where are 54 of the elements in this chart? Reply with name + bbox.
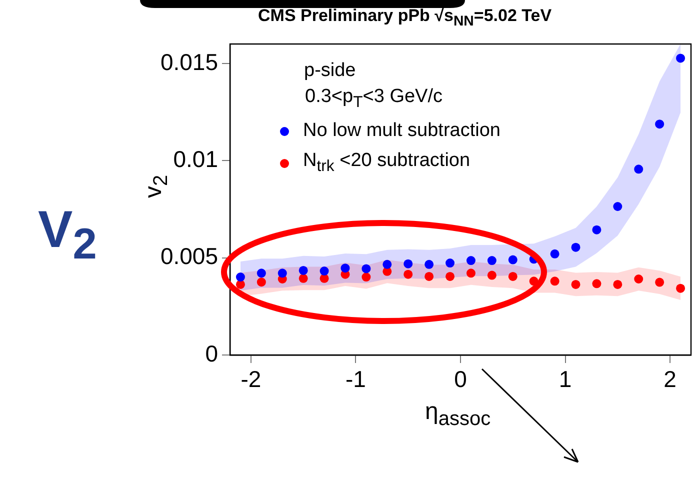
point xyxy=(550,276,560,286)
y-tick-label: 0.015 xyxy=(160,48,218,75)
y-tick-label: 0.005 xyxy=(160,243,218,270)
point xyxy=(424,260,434,269)
point xyxy=(508,272,518,281)
point xyxy=(592,225,602,234)
point xyxy=(446,258,455,268)
point xyxy=(466,268,476,278)
point xyxy=(256,268,266,278)
x-tick-label: -1 xyxy=(346,366,366,392)
point xyxy=(613,280,622,289)
x-tick-label: 2 xyxy=(664,366,676,392)
legend-title: p-side xyxy=(304,59,357,83)
point xyxy=(655,120,664,129)
legend-label: N$_{trk}$ <20 subtraction xyxy=(303,149,470,177)
point xyxy=(320,266,329,276)
point xyxy=(362,264,371,274)
point xyxy=(571,280,580,289)
legend-label: No low mult subtraction xyxy=(303,119,500,143)
point xyxy=(340,264,350,273)
point xyxy=(634,274,644,284)
x-tick-label: 1 xyxy=(558,366,572,392)
point xyxy=(676,54,686,63)
point xyxy=(298,266,308,275)
point xyxy=(466,256,476,266)
x-tick-label: -2 xyxy=(240,366,262,392)
point xyxy=(487,256,496,266)
point xyxy=(550,249,560,258)
point xyxy=(592,279,602,288)
point xyxy=(256,278,266,287)
point xyxy=(278,268,287,278)
point xyxy=(424,272,434,281)
point xyxy=(298,274,308,283)
point xyxy=(382,260,392,269)
point xyxy=(236,280,245,289)
point xyxy=(362,272,371,282)
point xyxy=(634,164,644,174)
point xyxy=(487,270,496,280)
point xyxy=(571,242,580,252)
point xyxy=(676,284,686,293)
point xyxy=(613,202,622,211)
y-tick-label: 0 xyxy=(205,340,218,366)
point xyxy=(404,259,413,268)
point xyxy=(508,255,518,264)
point xyxy=(236,272,245,282)
chart-title: CMS Preliminary pPb √s$_{NN}$=5.02 TeV xyxy=(258,6,552,30)
point xyxy=(404,270,413,279)
y-tick-label: 0.01 xyxy=(173,146,218,172)
text: V$_{2}$ xyxy=(38,200,97,270)
x-tick-label: 0 xyxy=(454,366,467,392)
point xyxy=(446,272,455,281)
annotation: 0.3<p$_{T}$<3 GeV/c xyxy=(305,86,442,112)
point xyxy=(655,278,664,287)
x-axis-title: η$_{assoc}$ xyxy=(425,398,491,431)
